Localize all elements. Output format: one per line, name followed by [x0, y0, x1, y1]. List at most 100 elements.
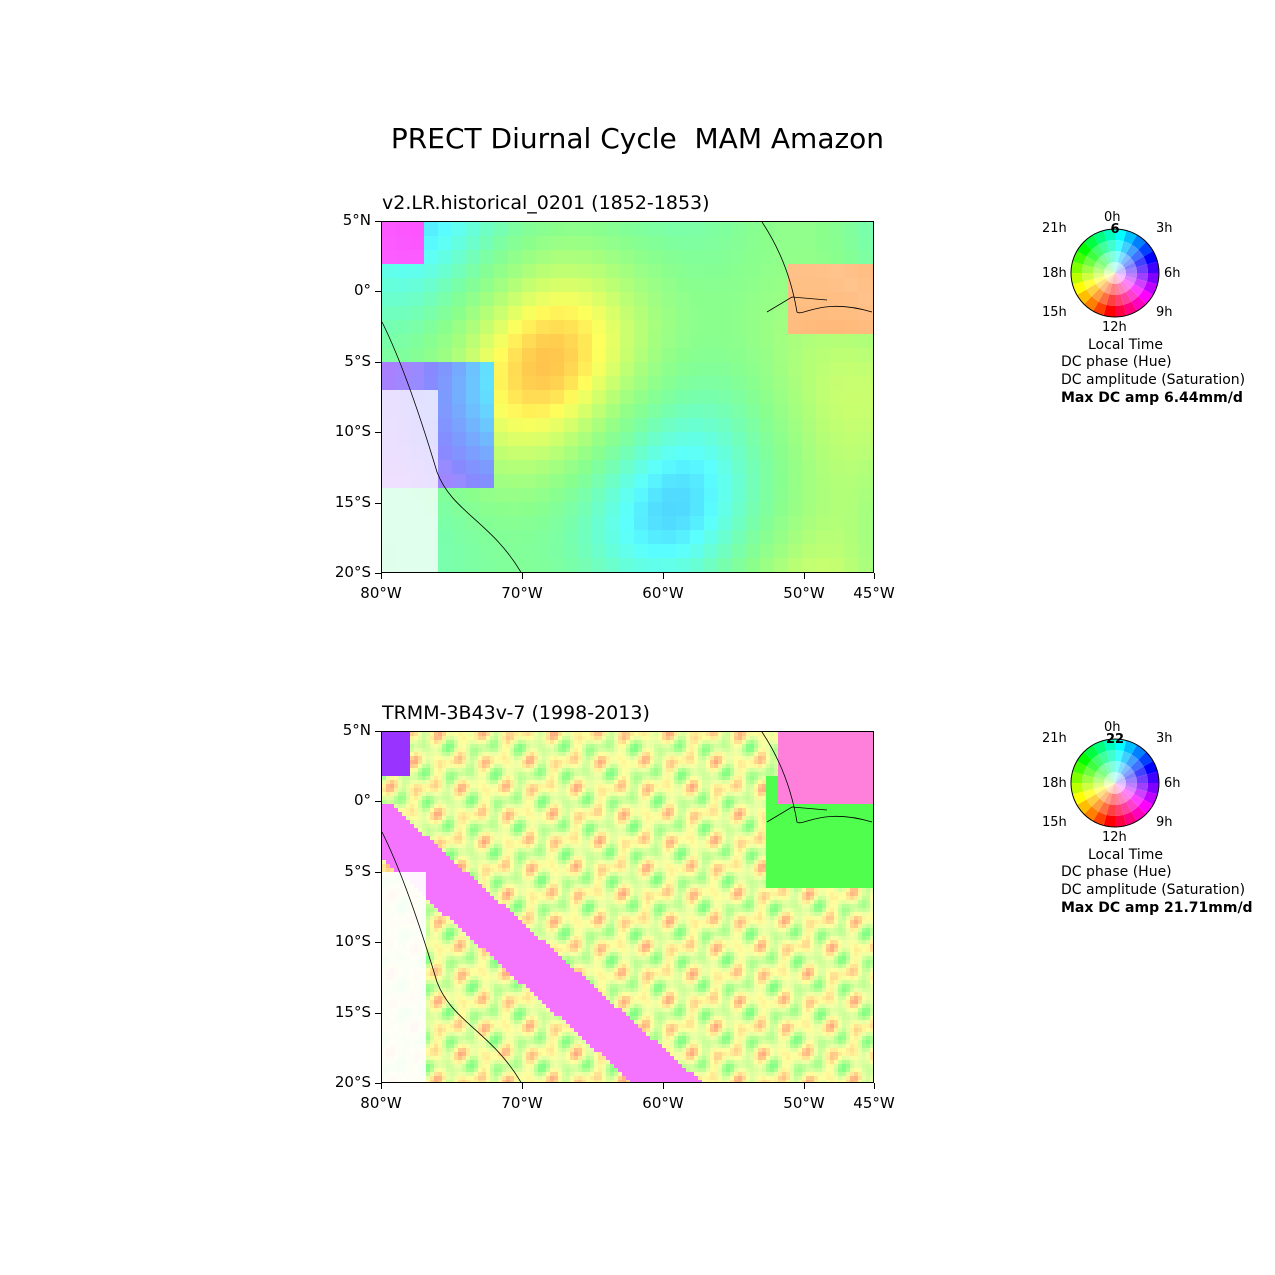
raster-cell: [626, 824, 631, 829]
raster-cell: [386, 752, 391, 757]
raster-cell: [830, 418, 845, 433]
raster-cell: [424, 460, 439, 475]
raster-cell: [402, 736, 407, 741]
raster-cell: [462, 792, 467, 797]
raster-cell: [846, 744, 851, 749]
raster-cell: [690, 836, 695, 841]
raster-cell: [554, 836, 559, 841]
raster-cell: [482, 768, 487, 773]
raster-cell: [418, 756, 423, 761]
raster-cell: [822, 772, 827, 777]
raster-cell: [590, 852, 595, 857]
raster-cell: [536, 460, 551, 475]
raster-cell: [514, 828, 519, 833]
raster-cell: [858, 748, 863, 753]
raster-cell: [554, 808, 559, 813]
raster-cell: [508, 432, 523, 447]
raster-cell: [866, 856, 871, 861]
raster-cell: [486, 736, 491, 741]
raster-cell: [610, 768, 615, 773]
raster-cell: [452, 572, 467, 573]
raster-cell: [538, 736, 543, 741]
raster-cell: [698, 812, 703, 817]
raster-cell: [542, 860, 547, 865]
raster-cell: [554, 804, 559, 809]
raster-cell: [826, 824, 831, 829]
raster-cell: [690, 544, 705, 559]
raster-cell: [530, 748, 535, 753]
raster-cell: [424, 530, 439, 545]
raster-cell: [638, 804, 643, 809]
raster-cell: [398, 748, 403, 753]
raster-cell: [814, 748, 819, 753]
raster-cell: [536, 446, 551, 461]
raster-cell: [620, 572, 635, 573]
raster-cell: [562, 856, 567, 861]
raster-cell: [714, 820, 719, 825]
raster-cell: [814, 808, 819, 813]
raster-cell: [642, 772, 647, 777]
raster-cell: [438, 264, 453, 279]
raster-cell: [674, 812, 679, 817]
raster-cell: [678, 804, 683, 809]
raster-cell: [466, 404, 481, 419]
raster-cell: [790, 840, 795, 845]
raster-cell: [430, 808, 435, 813]
raster-cell: [760, 432, 775, 447]
raster-cell: [694, 748, 699, 753]
raster-cell: [858, 446, 873, 461]
raster-cell: [546, 800, 551, 805]
raster-cell: [586, 740, 591, 745]
raster-cell: [418, 776, 423, 781]
raster-cell: [382, 788, 387, 793]
raster-cell: [754, 836, 759, 841]
raster-cell: [770, 764, 775, 769]
raster-cell: [466, 736, 471, 741]
raster-cell: [750, 828, 755, 833]
raster-cell: [742, 816, 747, 821]
raster-cell: [570, 808, 575, 813]
raster-cell: [430, 840, 435, 845]
raster-cell: [870, 832, 873, 837]
raster-cell: [630, 756, 635, 761]
raster-cell: [778, 832, 783, 837]
raster-cell: [682, 856, 687, 861]
raster-cell: [534, 768, 539, 773]
raster-cell: [816, 404, 831, 419]
raster-cell: [770, 804, 775, 809]
raster-cell: [480, 460, 495, 475]
raster-cell: [658, 836, 663, 841]
raster-cell: [518, 812, 523, 817]
raster-cell: [790, 824, 795, 829]
raster-cell: [698, 764, 703, 769]
raster-cell: [682, 740, 687, 745]
raster-cell: [694, 836, 699, 841]
raster-cell: [762, 852, 767, 857]
raster-cell: [574, 844, 579, 849]
raster-cell: [714, 792, 719, 797]
raster-cell: [462, 756, 467, 761]
raster-cell: [422, 776, 427, 781]
raster-cell: [434, 836, 439, 841]
raster-cell: [508, 544, 523, 559]
raster-cell: [802, 744, 807, 749]
raster-cell: [474, 796, 479, 801]
raster-cell: [654, 828, 659, 833]
raster-cell: [634, 530, 649, 545]
raster-cell: [838, 840, 843, 845]
raster-cell: [582, 768, 587, 773]
raster-cell: [606, 816, 611, 821]
raster-cell: [826, 736, 831, 741]
raster-cell: [458, 776, 463, 781]
raster-cell: [642, 832, 647, 837]
raster-cell: [738, 804, 743, 809]
raster-cell: [634, 222, 649, 237]
raster-cell: [450, 740, 455, 745]
raster-cell: [430, 780, 435, 785]
raster-cell: [618, 808, 623, 813]
raster-cell: [650, 820, 655, 825]
raster-cell: [490, 840, 495, 845]
raster-cell: [622, 832, 627, 837]
raster-cell: [738, 780, 743, 785]
raster-cell: [546, 836, 551, 841]
